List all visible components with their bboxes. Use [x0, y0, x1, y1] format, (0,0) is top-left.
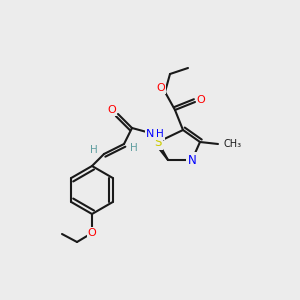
Text: N: N: [146, 129, 154, 139]
Text: H: H: [90, 145, 98, 155]
Text: N: N: [188, 154, 196, 166]
Text: CH₃: CH₃: [224, 139, 242, 149]
Text: H: H: [156, 129, 164, 139]
Text: O: O: [196, 95, 206, 105]
Text: O: O: [88, 228, 96, 238]
Text: O: O: [108, 105, 116, 115]
Text: H: H: [130, 143, 138, 153]
Text: S: S: [154, 136, 162, 148]
Text: O: O: [157, 83, 165, 93]
